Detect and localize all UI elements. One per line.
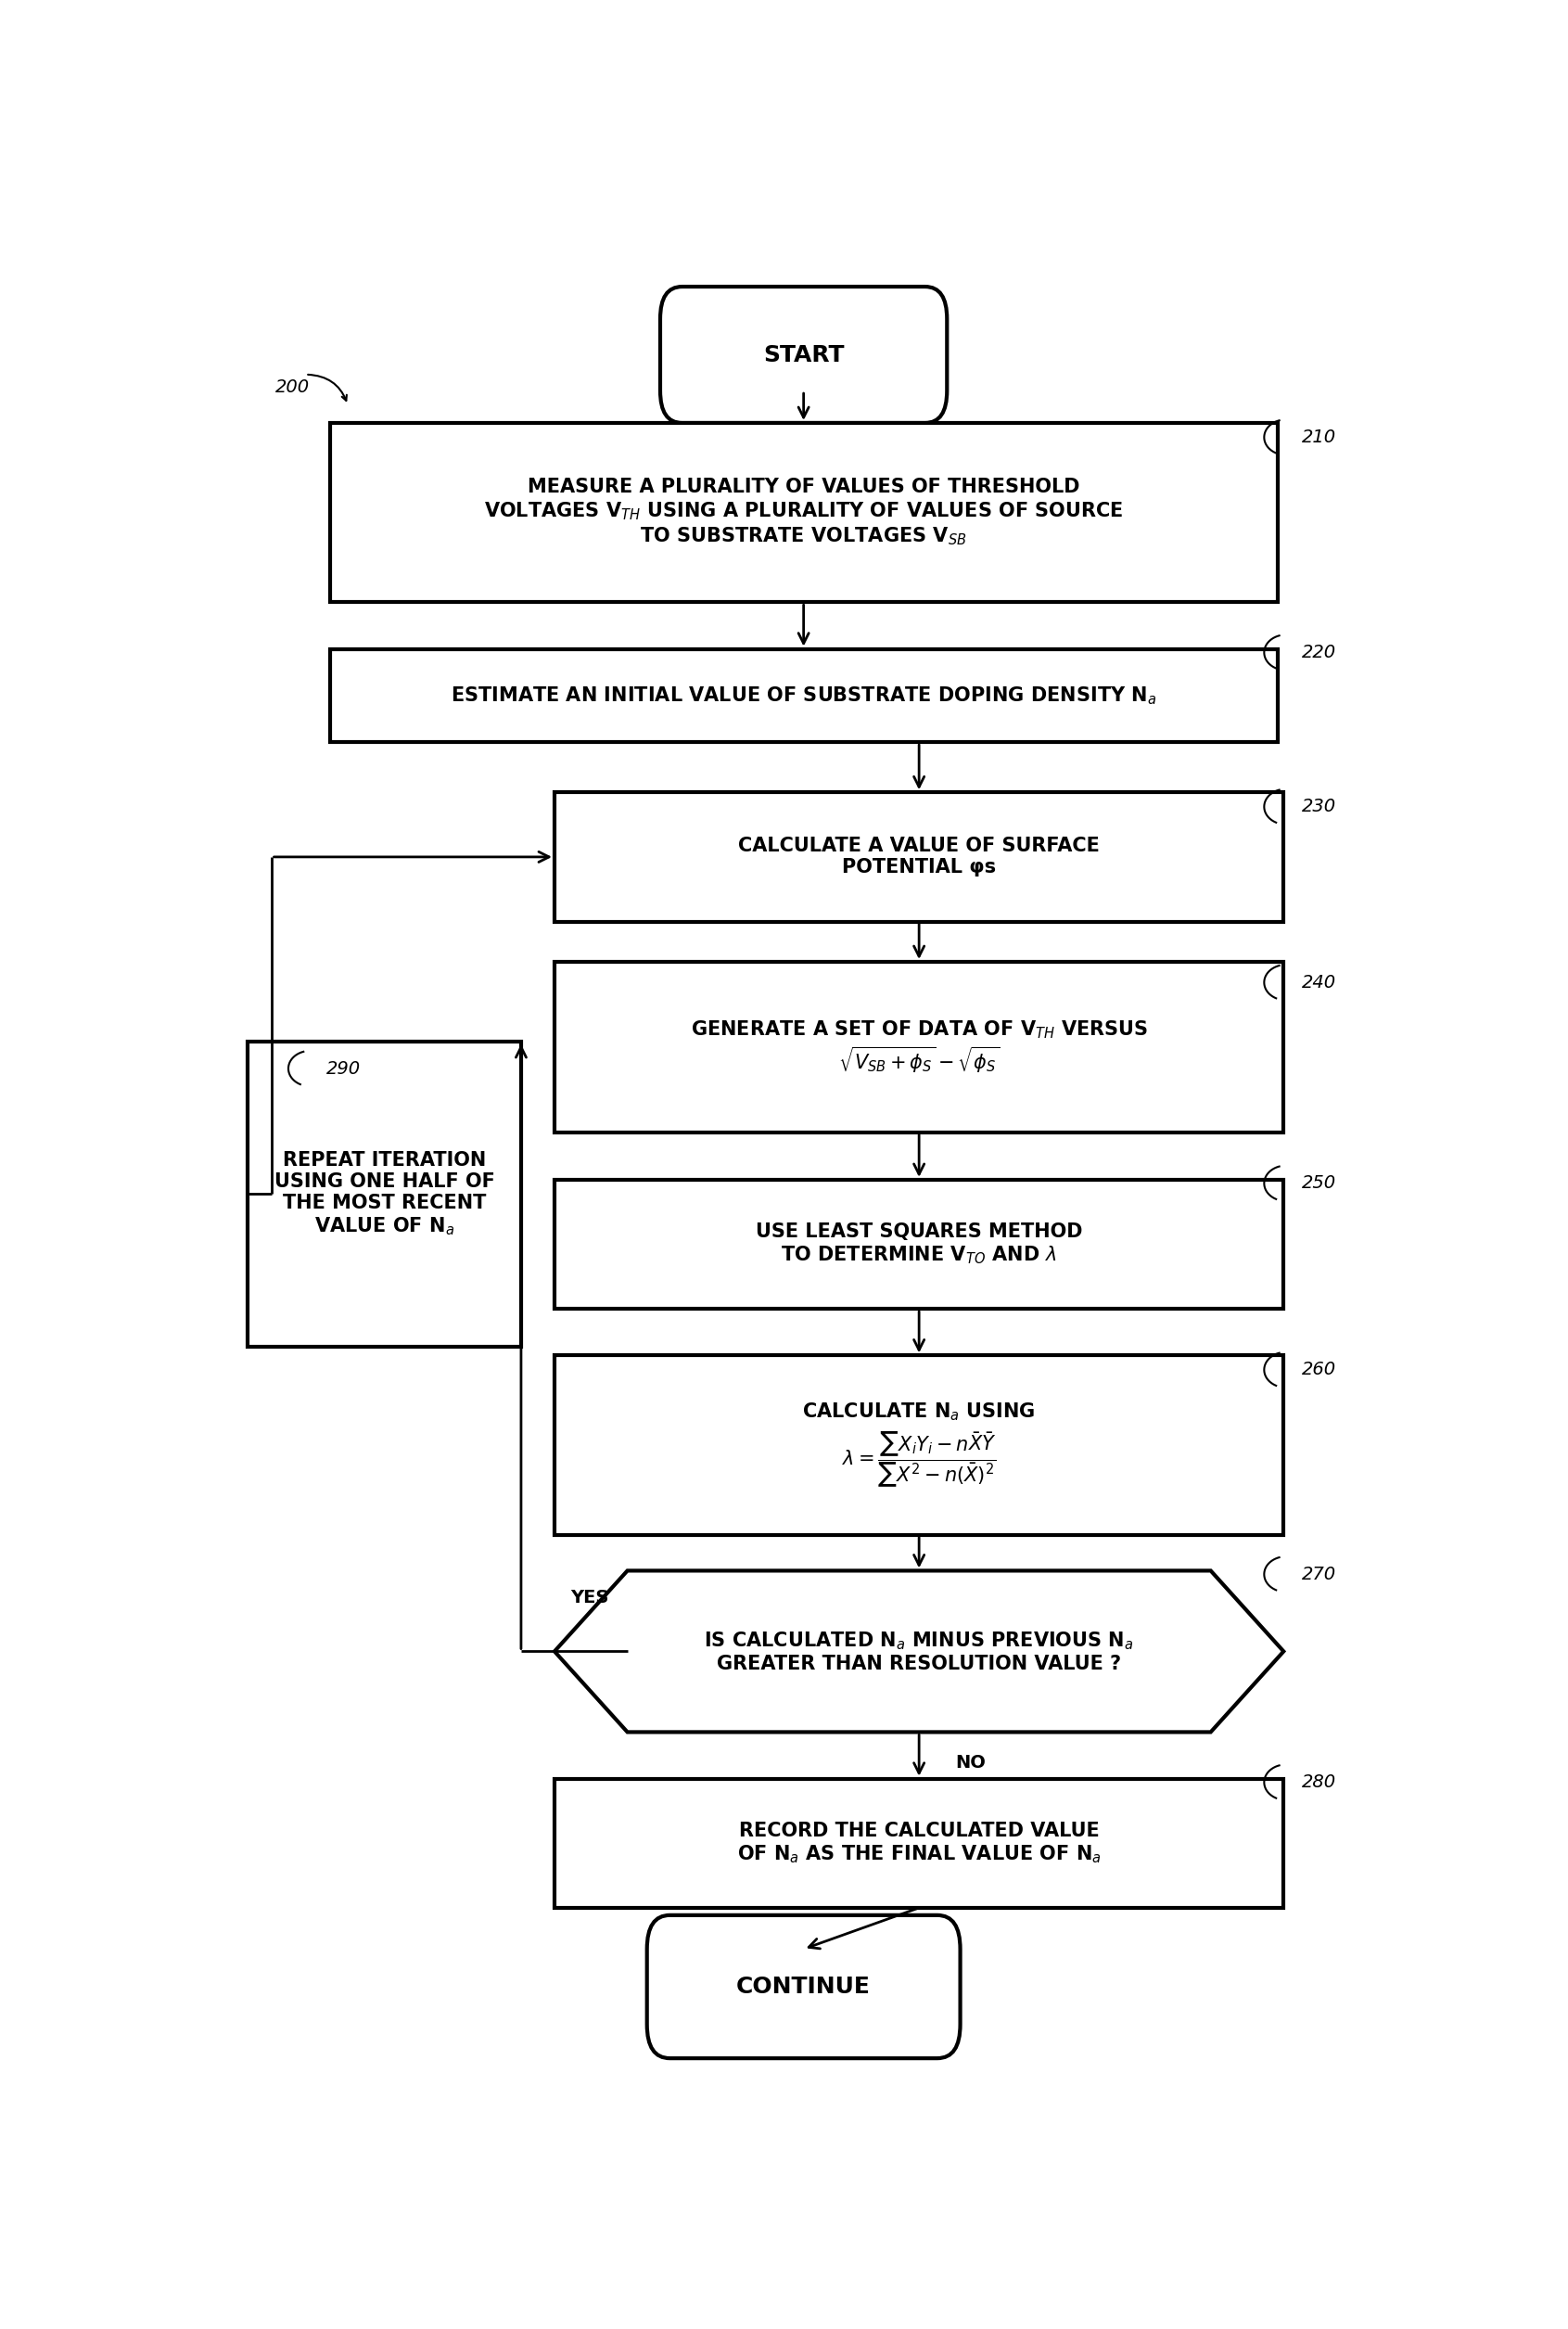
Bar (555, 792, 1284, 922)
Text: 240: 240 (1301, 974, 1336, 992)
Text: CONTINUE: CONTINUE (737, 1975, 870, 1998)
Polygon shape (555, 1570, 1284, 1733)
Text: CALCULATE A VALUE OF SURFACE
POTENTIAL φs: CALCULATE A VALUE OF SURFACE POTENTIAL φ… (739, 836, 1099, 878)
Text: ESTIMATE AN INITIAL VALUE OF SUBSTRATE DOPING DENSITY N$_a$: ESTIMATE AN INITIAL VALUE OF SUBSTRATE D… (450, 685, 1157, 706)
Bar (555, 1355, 1284, 1535)
Text: NO: NO (955, 1754, 986, 1772)
Text: 220: 220 (1301, 643, 1336, 661)
FancyBboxPatch shape (648, 1914, 960, 2059)
Bar (329, 650, 1278, 743)
Text: YES: YES (571, 1588, 608, 1607)
Text: START: START (764, 345, 844, 366)
Text: IS CALCULATED N$_a$ MINUS PREVIOUS N$_a$
GREATER THAN RESOLUTION VALUE ?: IS CALCULATED N$_a$ MINUS PREVIOUS N$_a$… (704, 1630, 1134, 1672)
Text: 280: 280 (1301, 1772, 1336, 1791)
Text: 290: 290 (326, 1060, 361, 1078)
Text: MEASURE A PLURALITY OF VALUES OF THRESHOLD
VOLTAGES V$_{TH}$ USING A PLURALITY O: MEASURE A PLURALITY OF VALUES OF THRESHO… (485, 477, 1123, 547)
Text: REPEAT ITERATION
USING ONE HALF OF
THE MOST RECENT
VALUE OF N$_a$: REPEAT ITERATION USING ONE HALF OF THE M… (274, 1151, 494, 1237)
Text: 230: 230 (1301, 799, 1336, 815)
Bar (329, 424, 1278, 603)
Text: 260: 260 (1301, 1360, 1336, 1379)
Text: USE LEAST SQUARES METHOD
TO DETERMINE V$_{TO}$ AND $\lambda$: USE LEAST SQUARES METHOD TO DETERMINE V$… (756, 1223, 1082, 1267)
Text: 200: 200 (274, 377, 309, 396)
Bar (248, 1041, 521, 1346)
Bar (555, 1181, 1284, 1309)
Text: 250: 250 (1301, 1174, 1336, 1192)
Bar (555, 1779, 1284, 1907)
Text: RECORD THE CALCULATED VALUE
OF N$_a$ AS THE FINAL VALUE OF N$_a$: RECORD THE CALCULATED VALUE OF N$_a$ AS … (737, 1821, 1101, 1866)
Text: GENERATE A SET OF DATA OF V$_{TH}$ VERSUS
$\sqrt{V_{SB}+\phi_S}-\sqrt{\phi_S}$: GENERATE A SET OF DATA OF V$_{TH}$ VERSU… (690, 1018, 1148, 1076)
Text: 270: 270 (1301, 1565, 1336, 1584)
Text: 210: 210 (1301, 429, 1336, 447)
Bar (555, 962, 1284, 1132)
Text: CALCULATE N$_a$ USING
$\lambda = \dfrac{\sum X_i Y_i - n\bar{X}\bar{Y}}{\sum X^2: CALCULATE N$_a$ USING $\lambda = \dfrac{… (803, 1400, 1036, 1491)
FancyBboxPatch shape (660, 286, 947, 424)
